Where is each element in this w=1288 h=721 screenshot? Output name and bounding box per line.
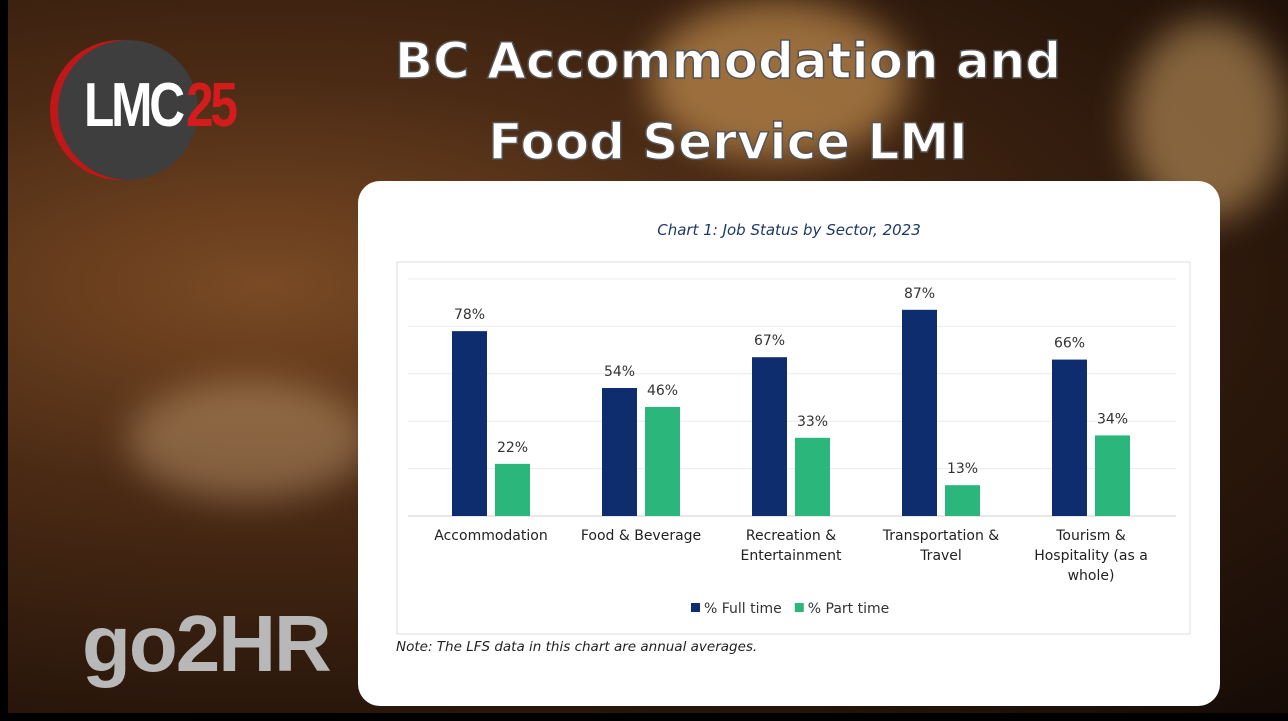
bar: [1095, 435, 1130, 516]
slide-title: Food Service LMI: [487, 112, 968, 172]
chart-card: Chart 1: Job Status by Sector, 2023 78% 2…: [358, 181, 1220, 706]
chart: 78% 22% 54% 46% 67% 33% 87% 13% 66% 34% % Full tim…: [396, 261, 1191, 635]
bar: [602, 388, 637, 516]
x-tick-label: Accommodation: [434, 528, 548, 544]
bar: [902, 309, 937, 516]
slide-title: BC Accommodation and: [394, 31, 1062, 91]
legend-swatch: [794, 603, 804, 612]
plot-frame: [396, 261, 1191, 635]
x-tick-label: Recreation & Entertainment: [740, 528, 842, 564]
background-light: [128, 380, 368, 500]
chart-note: Note: The LFS data in this chart are ann…: [396, 639, 758, 655]
x-tick-label: Transportation & Travel: [882, 528, 1000, 564]
legend-label: % Full time: [704, 601, 782, 617]
logo-text: LMC: [84, 71, 185, 140]
value-label: 34%: [1097, 411, 1128, 427]
value-label: 66%: [1054, 336, 1085, 352]
x-tick-label: Food & Beverage: [580, 528, 702, 544]
value-label: 67%: [754, 333, 785, 349]
value-label: 33%: [797, 414, 828, 430]
bar: [452, 331, 487, 516]
bar: [795, 437, 830, 516]
logo: LMC 25: [58, 40, 238, 180]
value-label: 13%: [947, 461, 978, 477]
value-label: 87%: [904, 286, 935, 302]
background-light: [648, 0, 908, 160]
legend-label: % Part time: [808, 601, 889, 617]
value-label: 78%: [454, 307, 485, 323]
x-tick-label: Tourism & Hospitality (as a whole): [1034, 528, 1148, 584]
brand: go2HR: [82, 599, 332, 688]
value-label: 46%: [647, 383, 678, 399]
legend-swatch: [691, 603, 700, 612]
chart-title: Chart 1: Job Status by Sector, 2023: [657, 221, 921, 239]
value-label: 54%: [604, 364, 635, 380]
bar: [1052, 359, 1087, 516]
logo-text: 25: [186, 71, 238, 140]
bar: [752, 357, 787, 516]
bar: [945, 485, 980, 516]
bar: [645, 406, 680, 516]
value-label: 22%: [497, 440, 528, 456]
bar: [495, 463, 530, 516]
